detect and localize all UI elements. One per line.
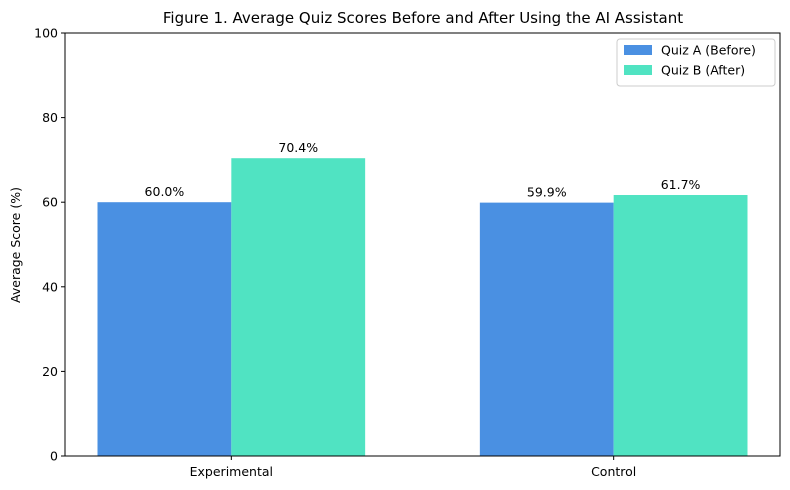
x-axis-ticks: Experimental Control [190,456,636,479]
bar-quiz-a-before-experimental [97,202,232,456]
y-axis-ticks: 0 20 40 60 80 100 [34,26,65,464]
chart-title: Figure 1. Average Quiz Scores Before and… [163,9,683,27]
legend-frame [616,38,776,87]
bars-group [97,158,748,456]
bar-quiz-b-after-experimental [231,158,366,456]
legend: Quiz A (Before) Quiz B (After) [616,38,776,87]
y-tick-label: 80 [42,110,58,125]
y-tick-label: 100 [34,26,58,41]
data-labels-group: 60.0% 59.9% 70.4% 61.7% [145,140,701,199]
x-tick-label: Control [591,464,636,479]
bar-quiz-b-after-control [613,195,748,456]
y-axis-label: Average Score (%) [8,187,23,303]
legend-swatch [624,45,652,55]
legend-label: Quiz A (Before) [661,43,756,58]
x-tick-label: Experimental [190,464,273,479]
y-tick-label: 40 [42,279,58,294]
legend-swatch [624,65,652,75]
y-tick-label: 60 [42,195,58,210]
legend-label: Quiz B (After) [661,63,745,78]
data-label: 60.0% [145,184,185,199]
data-label: 61.7% [661,177,701,192]
bar-quiz-a-before-control [479,202,614,456]
y-tick-label: 20 [42,364,58,379]
y-tick-label: 0 [50,449,58,464]
plot-area-frame [64,32,781,457]
data-label: 70.4% [278,140,318,155]
data-label: 59.9% [527,185,567,200]
